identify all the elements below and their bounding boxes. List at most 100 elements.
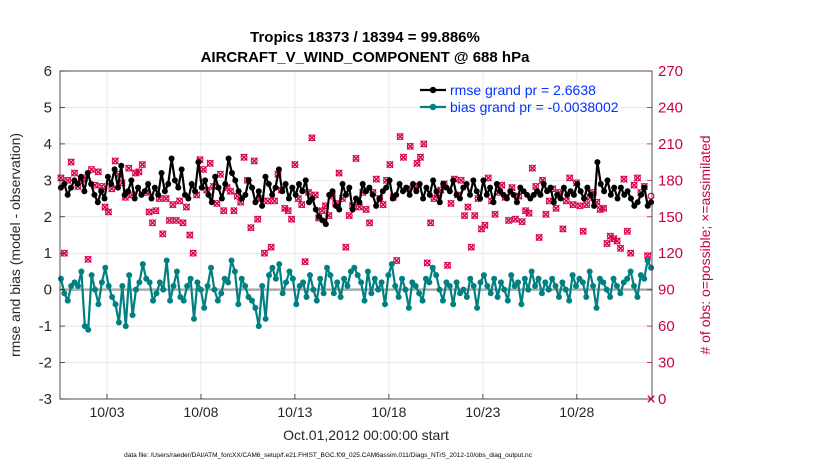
rmse-point — [242, 191, 249, 198]
rmse-point — [648, 199, 655, 206]
obs-possible-point — [308, 134, 316, 142]
bias-point — [480, 272, 487, 279]
x-tick-label: 10/03 — [89, 404, 124, 420]
bias-point — [344, 283, 351, 290]
bias-point — [190, 315, 197, 322]
obs-assimilated-point — [162, 194, 170, 203]
bias-point — [156, 279, 163, 286]
obs-possible-point — [634, 174, 641, 182]
obs-possible-point — [125, 164, 133, 172]
bias-point — [453, 279, 460, 286]
bias-point — [354, 272, 361, 279]
bias-point — [381, 301, 388, 308]
bias-point — [405, 304, 412, 311]
obs-possible-point — [423, 259, 431, 267]
bias-point — [109, 293, 116, 300]
bias-point — [385, 272, 392, 279]
rmse-point — [235, 188, 242, 195]
obs-assimilated-point — [413, 159, 421, 168]
bias-point — [399, 275, 406, 282]
bias-point — [518, 301, 525, 308]
obs-assimilated-point — [84, 255, 92, 263]
rmse-point — [171, 177, 178, 184]
rmse-point — [503, 195, 510, 202]
obs-assimilated-point — [630, 181, 638, 189]
obs-assimilated-point — [393, 256, 401, 265]
data-file-footer: data file: /Users/raeder/DAI/ATM_forcXX/… — [124, 452, 533, 459]
rmse-point — [550, 199, 557, 206]
plot-frame — [59, 70, 653, 400]
obs-possible-point — [267, 243, 275, 251]
obs-possible-point — [101, 203, 109, 211]
bias-point — [631, 283, 638, 290]
rmse-point — [178, 166, 185, 173]
obs-possible-point — [413, 159, 421, 167]
obs-possible-point — [416, 153, 424, 161]
rmse-point — [285, 195, 292, 202]
y-tick-label: -2 — [39, 355, 52, 372]
rmse-point — [638, 191, 645, 198]
rmse-point — [510, 191, 517, 198]
rmse-point — [228, 170, 235, 177]
rmse-point — [477, 195, 484, 202]
x-tick-label: 10/18 — [371, 404, 406, 420]
bias-point — [463, 293, 470, 300]
rmse-point — [513, 199, 520, 206]
obs-possible-point — [179, 219, 187, 227]
y2-tick-label: 180 — [658, 172, 683, 189]
bias-point — [603, 286, 610, 293]
obs-assimilated-point — [308, 134, 316, 142]
rmse-point — [574, 180, 581, 187]
bias-point — [276, 261, 283, 268]
bias-point — [429, 264, 436, 271]
obs-assimilated-point — [152, 207, 160, 215]
chart-title: Tropics 18373 / 18394 = 99.886% — [250, 29, 480, 46]
obs-assimilated-point — [138, 160, 147, 169]
obs-assimilated-point — [111, 157, 119, 165]
bias-point — [590, 283, 597, 290]
rmse-point — [366, 184, 373, 191]
obs-possible-point — [145, 208, 153, 216]
rmse-point — [252, 199, 259, 206]
obs-assimilated-point — [603, 239, 611, 248]
rmse-point — [617, 184, 624, 191]
bias-point — [364, 268, 371, 275]
obs-possible-point — [528, 164, 536, 172]
bias-point — [450, 301, 457, 308]
bias-point — [173, 268, 180, 275]
obs-possible-point — [159, 230, 167, 238]
rmse-point — [383, 184, 390, 191]
obs-assimilated-point — [525, 209, 533, 217]
obs-assimilated-point — [240, 153, 248, 161]
bias-point — [474, 304, 481, 311]
rmse-point — [614, 195, 621, 202]
bias-point — [204, 283, 211, 290]
rmse-point — [594, 159, 601, 166]
obs-possible-point — [386, 161, 394, 168]
bias-point — [317, 275, 324, 282]
obs-assimilated-point — [386, 160, 394, 169]
y-tick-label: 2 — [44, 209, 52, 226]
bias-point — [555, 293, 562, 300]
rmse-point — [587, 191, 594, 198]
obs-assimilated-point — [145, 208, 153, 216]
obs-assimilated-point — [552, 204, 560, 212]
obs-possible-point — [84, 255, 92, 263]
obs-possible-point — [250, 157, 258, 165]
rmse-point — [205, 191, 212, 198]
y2-tick-label: 90 — [658, 282, 675, 299]
rmse-point — [245, 177, 252, 184]
obs-assimilated-point — [165, 216, 174, 225]
bias-point — [351, 264, 358, 271]
obs-possible-point — [186, 231, 194, 239]
chart-subtitle: AIRCRAFT_V_WIND_COMPONENT @ 688 hPa — [201, 49, 531, 66]
bias-point — [460, 286, 467, 293]
obs-assimilated-point — [301, 258, 309, 266]
obs-assimilated-point — [175, 197, 184, 205]
bias-point — [648, 264, 655, 271]
bias-point — [160, 286, 167, 293]
bias-point — [419, 297, 426, 304]
bias-point — [446, 283, 453, 290]
bias-point — [242, 283, 249, 290]
obs-assimilated-point — [613, 237, 621, 245]
